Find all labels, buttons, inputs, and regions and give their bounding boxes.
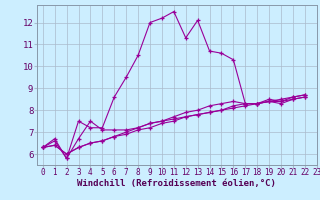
X-axis label: Windchill (Refroidissement éolien,°C): Windchill (Refroidissement éolien,°C) — [77, 179, 276, 188]
